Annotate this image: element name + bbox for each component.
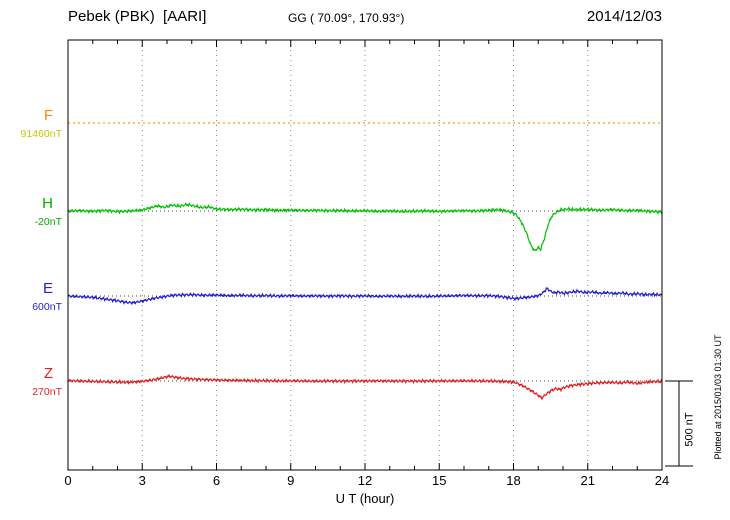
x-tick-6: 6 xyxy=(212,473,221,488)
component-F-baseline-value: 91460nT xyxy=(20,128,62,140)
scale-bar-label: 500 nT xyxy=(683,412,696,447)
component-Z-baseline-value: 270nT xyxy=(32,386,62,398)
plot-timestamp-note: Plotted at 2015/01/03 01:30 UT xyxy=(713,334,723,460)
x-tick-3: 3 xyxy=(138,473,146,488)
x-tick-12: 12 xyxy=(357,473,373,488)
component-H-label: H xyxy=(42,195,53,212)
trace-H xyxy=(67,201,663,253)
component-F-label: F xyxy=(43,107,53,124)
geographic-coordinates: GG ( 70.09°, 170.93°) xyxy=(288,11,405,25)
station-title: Pebek (PBK) [AARI] xyxy=(68,8,207,25)
x-tick-21: 21 xyxy=(580,473,595,488)
component-Z-label: Z xyxy=(43,365,53,382)
plot-border xyxy=(67,39,663,471)
component-E-baseline-value: 600nT xyxy=(32,301,62,313)
trace-E xyxy=(67,287,663,306)
x-tick-15: 15 xyxy=(432,473,447,488)
x-tick-9: 9 xyxy=(287,473,295,488)
date-label: 2014/12/03 xyxy=(586,8,662,25)
x-tick-24: 24 xyxy=(654,473,670,488)
component-E-label: E xyxy=(42,280,53,297)
x-tick-18: 18 xyxy=(506,473,521,488)
trace-Z xyxy=(67,373,663,400)
x-axis-label: U T (hour) xyxy=(335,491,395,506)
component-H-baseline-value: -20nT xyxy=(34,216,62,228)
x-tick-0: 0 xyxy=(64,473,72,488)
